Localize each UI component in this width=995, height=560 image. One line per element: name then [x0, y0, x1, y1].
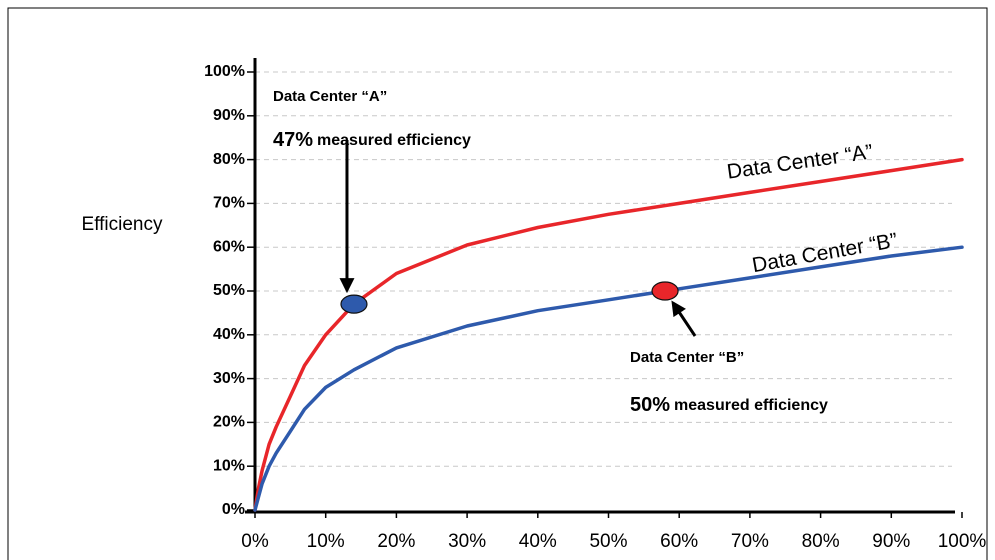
x-tick-label: 50% [589, 531, 627, 552]
x-tick-label: 40% [519, 531, 557, 552]
x-tick-label: 10% [307, 531, 345, 552]
annotation-note: measured efficiency [317, 132, 471, 149]
x-tick-label: 0% [241, 531, 269, 552]
y-tick-label: 70% [213, 195, 245, 212]
series-label: Data Center “B” [750, 229, 899, 277]
arrow [671, 300, 697, 337]
point-marker [651, 281, 679, 301]
annotation-text: 50% measured efficiency [630, 394, 828, 416]
y-tick-label: 20% [213, 414, 245, 431]
y-tick-label: 10% [213, 457, 245, 474]
y-tick-label: 100% [204, 63, 245, 80]
y-tick-label: 80% [213, 151, 245, 168]
annotation-title: Data Center “A” [273, 88, 387, 105]
x-tick-label: 100% [938, 531, 987, 552]
series-line [253, 157, 964, 512]
x-tick-label: 70% [731, 531, 769, 552]
y-tick-label: 60% [213, 238, 245, 255]
annotation-title: Data Center “B” [630, 349, 744, 366]
x-tick-label: 30% [448, 531, 486, 552]
frame [7, 7, 988, 560]
y-tick-label: 30% [213, 370, 245, 387]
series-line [253, 245, 964, 512]
annotation-note: measured efficiency [674, 397, 828, 414]
point-marker [340, 294, 368, 314]
y-tick-label: 90% [213, 107, 245, 124]
y-tick-label: 50% [213, 282, 245, 299]
annotation-text: 47% measured efficiency [273, 129, 471, 151]
x-tick-label: 60% [660, 531, 698, 552]
y-axis-label: Efficiency [82, 214, 163, 235]
x-tick-label: 20% [377, 531, 415, 552]
annotation-value: 50% [630, 394, 670, 416]
y-tick-label: 0% [222, 501, 245, 518]
x-tick-label: 80% [802, 531, 840, 552]
annotation-value: 47% [273, 129, 313, 151]
x-tick-label: 90% [872, 531, 910, 552]
y-tick-label: 40% [213, 326, 245, 343]
